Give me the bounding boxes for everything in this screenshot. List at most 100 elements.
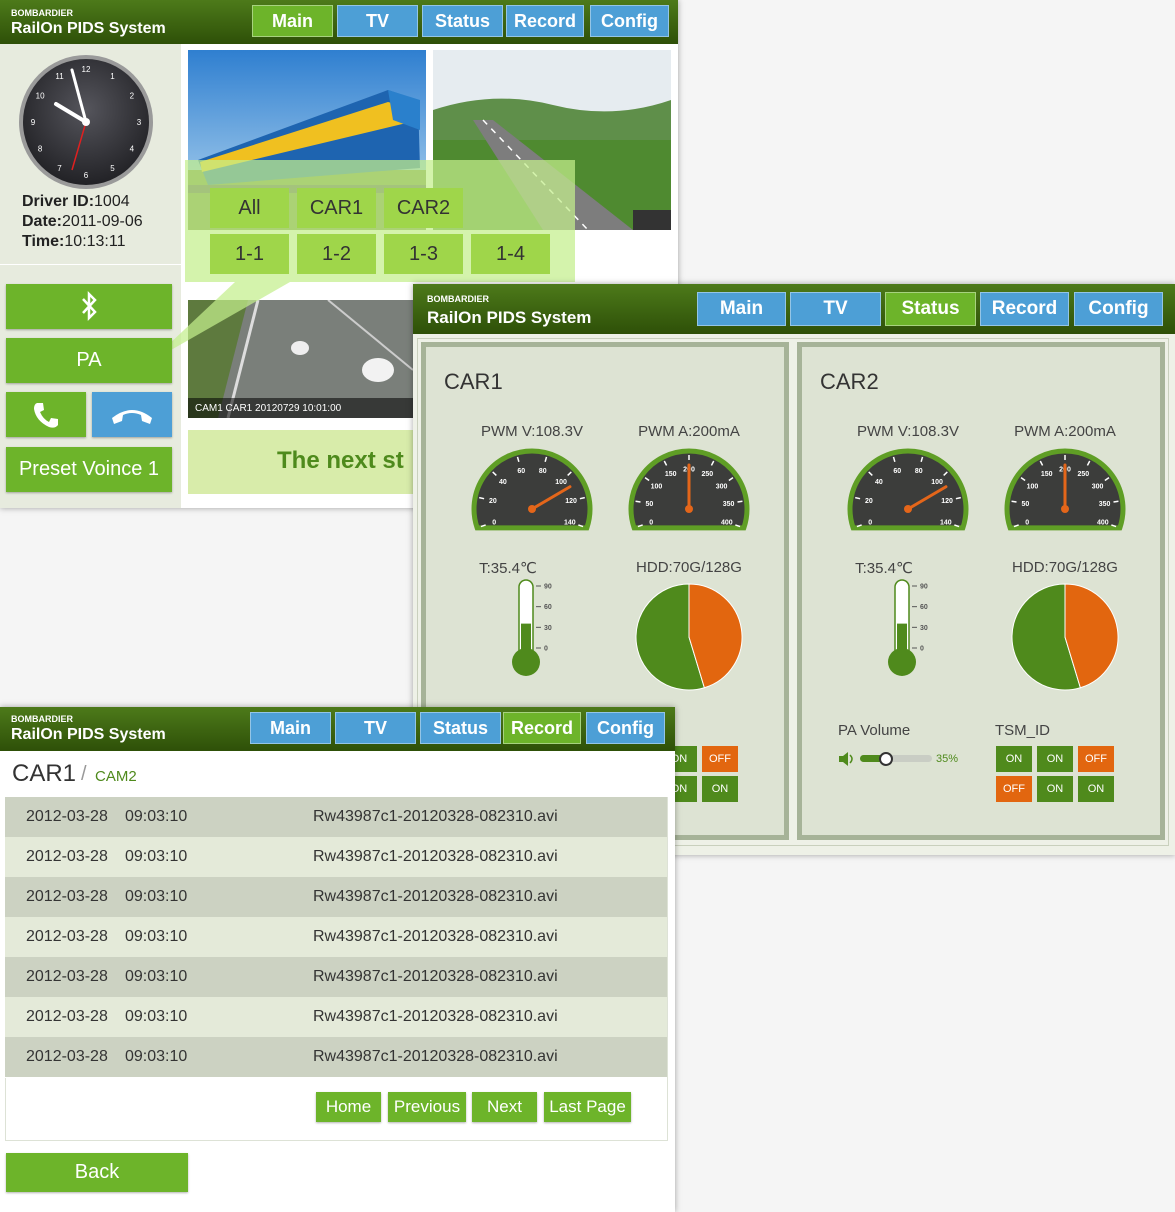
gauge-tick <box>735 524 741 528</box>
nav-tab[interactable]: Record <box>503 712 581 744</box>
nav-tab[interactable]: TV <box>790 292 881 326</box>
selector-button[interactable]: 1-4 <box>471 234 550 274</box>
table-row[interactable]: 2012-03-28 09:03:10 Rw43987c1-20120328-082… <box>5 957 667 998</box>
nav-tab[interactable]: Config <box>590 5 669 37</box>
tsm-button[interactable]: ON <box>702 776 738 802</box>
thermometer-tick-label: 30 <box>920 625 928 632</box>
header: BOMBARDIER RailOn PIDS System Main TV Status… <box>0 0 678 44</box>
metric-label: PWM V:108.3V <box>481 423 583 440</box>
table-row[interactable]: 2012-03-28 09:03:10 Rw43987c1-20120328-082… <box>5 877 667 918</box>
tsm-button[interactable]: ON <box>1037 776 1073 802</box>
gauge-tick <box>1104 477 1110 482</box>
gauge-pivot <box>904 505 912 513</box>
gauge-tick <box>516 456 520 462</box>
nav-tab[interactable]: Record <box>506 5 584 37</box>
camera-image: CAM1 CAR1 20120729 10:01:00 <box>188 300 413 418</box>
gauge-needle <box>530 485 572 511</box>
tsm-button[interactable]: OFF <box>702 746 738 772</box>
pa-button[interactable]: PA <box>6 338 172 383</box>
speaker <box>839 752 848 766</box>
selector-button[interactable]: 1-2 <box>297 234 376 274</box>
nav-tab[interactable]: Status <box>422 5 503 37</box>
tsm-button[interactable]: ON <box>996 746 1032 772</box>
selector-button[interactable]: All <box>210 188 289 228</box>
table-cell: 09:03:10 <box>125 848 188 865</box>
pager-button[interactable]: Home <box>316 1092 381 1122</box>
gauge-tick-label: 120 <box>941 498 953 505</box>
nav-tab[interactable]: Status <box>420 712 501 744</box>
table-row[interactable]: 2012-03-28 09:03:10 Rw43987c1-20120328-082… <box>5 797 667 838</box>
nav-tab[interactable]: Main <box>697 292 786 326</box>
table-cell: Rw43987c1-20120328-082310.avi <box>313 928 558 945</box>
selector-button[interactable]: CAR2 <box>384 188 463 228</box>
table-cell: 09:03:10 <box>125 888 188 905</box>
nav-tab[interactable]: Main <box>252 5 333 37</box>
volume-knob[interactable] <box>879 752 894 766</box>
header: BOMBARDIER RailOn PIDS System Main TV Status… <box>0 707 675 751</box>
phone-icon <box>34 403 58 428</box>
bluetooth-button[interactable] <box>6 284 172 329</box>
metric-label: PWM A:200mA <box>1014 423 1116 440</box>
metric-label: PWM A:200mA <box>638 423 740 440</box>
clock-numeral: 3 <box>137 118 142 127</box>
nav-tab[interactable]: Config <box>586 712 665 744</box>
gauge-tick <box>892 456 896 462</box>
volume-label: PA Volume <box>838 722 911 739</box>
pager-button[interactable]: Next <box>472 1092 537 1122</box>
pager-button[interactable]: Previous <box>388 1092 466 1122</box>
hangup-button[interactable] <box>92 392 172 437</box>
volume-value: 35% <box>936 753 959 765</box>
table-cell: Rw43987c1-20120328-082310.avi <box>313 808 558 825</box>
table-row[interactable]: 2012-03-28 09:03:10 Rw43987c1-20120328-082… <box>5 997 667 1038</box>
clock-numeral: 10 <box>36 92 45 101</box>
gauge-tick <box>955 496 961 500</box>
tsm-button[interactable]: OFF <box>996 776 1032 802</box>
banner-text: The next st <box>277 447 404 474</box>
nav-tab[interactable]: TV <box>337 5 418 37</box>
clock-numeral: 5 <box>110 164 115 173</box>
gauge-pivot <box>528 505 536 513</box>
gauge-tick-label: 300 <box>716 483 728 490</box>
nav-tab[interactable]: Record <box>980 292 1069 326</box>
gauge-tick <box>578 524 584 528</box>
car-panel: CAR2 PWM V:108.3V 0 20 40 60 80 100 120 140 PWM A:… <box>797 342 1165 840</box>
table-row[interactable]: 2012-03-28 09:03:10 Rw43987c1-20120328-082… <box>5 1037 667 1078</box>
volume-track[interactable] <box>860 755 932 762</box>
gauge: 0 20 40 60 80 100 120 140 <box>847 448 969 531</box>
clock-numeral: 4 <box>130 145 135 154</box>
gauge-tick <box>728 477 734 482</box>
app-title: RailOn PIDS System <box>427 308 592 327</box>
nav-tab[interactable]: Main <box>250 712 331 744</box>
back-button[interactable]: Back <box>6 1153 188 1192</box>
nav-tab[interactable]: TV <box>335 712 416 744</box>
pager-button[interactable]: Last Page <box>544 1092 631 1122</box>
table-row[interactable]: 2012-03-28 09:03:10 Rw43987c1-20120328-082… <box>5 917 667 958</box>
metric-label: T:35.4℃ <box>479 560 537 577</box>
metric-label: T:35.4℃ <box>855 560 913 577</box>
tsm-button[interactable]: OFF <box>1078 746 1114 772</box>
selector-button[interactable]: CAR1 <box>297 188 376 228</box>
gauge-tick-label: 50 <box>646 501 654 508</box>
preset-voice-button[interactable]: Preset Voince 1 <box>6 447 172 492</box>
table-row[interactable]: 2012-03-28 09:03:10 Rw43987c1-20120328-082… <box>5 837 667 878</box>
app-title: RailOn PIDS System <box>11 726 166 743</box>
nav-tab[interactable]: Config <box>1074 292 1163 326</box>
gauge-tick-label: 350 <box>723 501 735 508</box>
gauge-pivot <box>1061 505 1069 513</box>
second-hand <box>71 121 87 171</box>
gauge-tick-label: 20 <box>489 498 497 505</box>
clock-numeral: 2 <box>130 92 135 101</box>
clock-numeral: 8 <box>38 145 43 154</box>
selector-button[interactable]: 1-3 <box>384 234 463 274</box>
nav-tab[interactable]: Status <box>885 292 976 326</box>
tsm-button[interactable]: ON <box>1037 746 1073 772</box>
hour-hand <box>54 102 88 124</box>
tsm-button[interactable]: ON <box>1078 776 1114 802</box>
selector-button[interactable]: 1-1 <box>210 234 289 274</box>
driver-info: Time:10:13:11 <box>22 233 125 251</box>
minute-hand <box>70 68 88 124</box>
call-button[interactable] <box>6 392 86 437</box>
gauge-needle <box>906 485 948 511</box>
gauge-tick-label: 400 <box>721 520 733 527</box>
